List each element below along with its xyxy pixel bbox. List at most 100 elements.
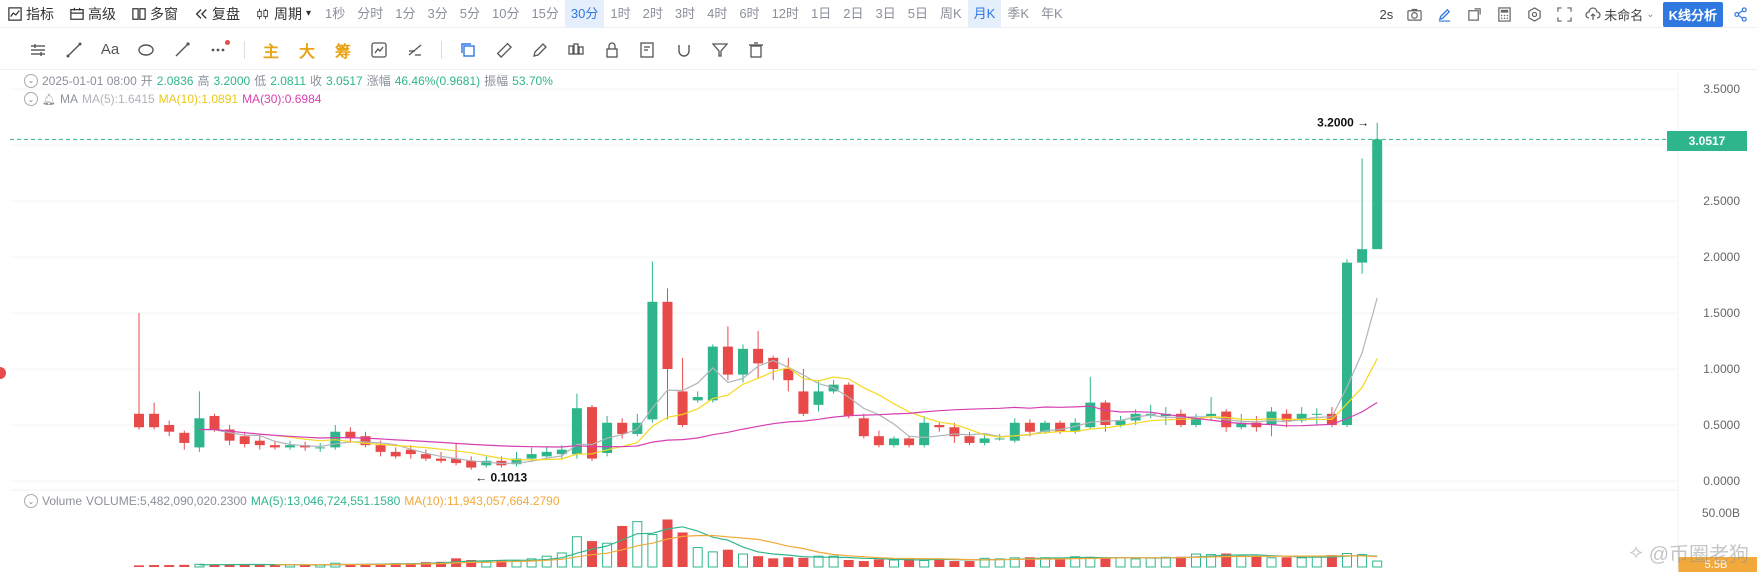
candles-icon[interactable] bbox=[558, 34, 594, 66]
more-icon[interactable] bbox=[200, 34, 236, 66]
copy-icon[interactable] bbox=[450, 34, 486, 66]
external-window-icon[interactable] bbox=[1461, 1, 1487, 27]
layout-name-button[interactable]: 未命名 ⌄ bbox=[1581, 5, 1658, 24]
fullscreen-icon[interactable] bbox=[1551, 1, 1577, 27]
text-tool-icon[interactable]: Aa bbox=[100, 41, 120, 58]
refresh-rate[interactable]: 2s bbox=[1379, 6, 1394, 22]
candle-body bbox=[964, 436, 975, 443]
period-tab[interactable]: 12时 bbox=[771, 5, 800, 21]
compare-icon[interactable] bbox=[361, 34, 397, 66]
divider bbox=[441, 40, 442, 59]
ellipse-icon[interactable] bbox=[128, 34, 164, 66]
volume-bar bbox=[209, 564, 220, 567]
advanced-button[interactable]: 高级 bbox=[62, 0, 124, 28]
share-icon[interactable] bbox=[1727, 1, 1753, 27]
candle-body bbox=[919, 422, 930, 446]
candle-body bbox=[1236, 422, 1247, 428]
period-tab[interactable]: 周K bbox=[939, 5, 962, 21]
candle-body bbox=[1281, 413, 1292, 421]
kline-analysis-button[interactable]: K线分析 bbox=[1662, 1, 1723, 27]
edit-icon[interactable] bbox=[1431, 1, 1457, 27]
period-tab[interactable]: 1秒 bbox=[325, 5, 346, 21]
ma10-value: MA(10):1.0891 bbox=[158, 92, 239, 106]
period-tab[interactable]: 10分 bbox=[491, 5, 520, 21]
bell-icon[interactable]: 🔔︎ bbox=[42, 93, 56, 106]
period-tab[interactable]: 分时 bbox=[357, 5, 384, 21]
volume-bar bbox=[1236, 555, 1247, 568]
close-value: 3.0517 bbox=[326, 73, 363, 88]
volume-bar bbox=[768, 558, 779, 567]
period-tab[interactable]: 月K bbox=[967, 0, 1002, 28]
period-tab[interactable]: 15分 bbox=[531, 5, 559, 21]
candle-body bbox=[1070, 422, 1081, 432]
candle-body bbox=[1009, 422, 1020, 441]
period-tab[interactable]: 3分 bbox=[427, 5, 448, 21]
period-tab[interactable]: 2时 bbox=[642, 5, 663, 21]
candle-body bbox=[934, 425, 945, 428]
volume-bar bbox=[1009, 557, 1020, 568]
main-force-button[interactable]: 主 bbox=[262, 43, 279, 61]
period-tab[interactable]: 4时 bbox=[707, 5, 728, 21]
magnet-icon[interactable] bbox=[666, 34, 702, 66]
ma-legend: ⌄ 🔔︎ MA MA(5):1.6415 MA(10):1.0891 MA(30… bbox=[24, 92, 321, 106]
volume-bar bbox=[843, 559, 854, 567]
chevron-down-icon[interactable]: ⌄ bbox=[24, 73, 38, 88]
chevron-down-icon[interactable]: ⌄ bbox=[24, 92, 38, 106]
filter-icon[interactable] bbox=[702, 34, 738, 66]
change-label: 涨幅 bbox=[366, 74, 391, 88]
replay-button[interactable]: 复盘 bbox=[186, 0, 248, 28]
volume-bar bbox=[889, 559, 899, 568]
settings-icon[interactable] bbox=[1521, 1, 1547, 27]
price-axis-label: 2.5000 bbox=[1703, 194, 1740, 208]
period-tab[interactable]: 2日 bbox=[843, 5, 864, 21]
period-tab[interactable]: 3日 bbox=[875, 5, 896, 21]
candle-body bbox=[526, 454, 537, 459]
menu-icon[interactable] bbox=[20, 34, 56, 66]
volume-bar bbox=[1266, 557, 1277, 568]
period-button[interactable]: 周期 ▾ bbox=[248, 0, 319, 28]
drag-handle[interactable] bbox=[0, 367, 6, 379]
chevron-down-icon[interactable]: ⌄ bbox=[24, 494, 38, 508]
chip-distribution-button[interactable]: 筹 bbox=[334, 43, 351, 61]
volume-bar bbox=[254, 564, 265, 567]
period-tab[interactable]: 6时 bbox=[739, 5, 760, 21]
period-tab[interactable]: 5分 bbox=[459, 5, 480, 21]
candle-body bbox=[224, 429, 235, 441]
indicator-button[interactable]: 指标 bbox=[0, 0, 62, 28]
multiwindow-button[interactable]: 多窗 bbox=[124, 0, 186, 28]
period-list: 1秒 分时 1分 3分 5分 10分 15分 30分 1时 2时 3时 4时 6时 12时 1日 2日 3日 5日… bbox=[319, 0, 1069, 28]
trend-line-icon[interactable] bbox=[56, 34, 92, 66]
volume-bar bbox=[1055, 558, 1066, 567]
period-tab[interactable]: 3时 bbox=[674, 5, 696, 21]
volume-bar bbox=[1100, 558, 1111, 567]
calculator-icon[interactable] bbox=[1491, 1, 1517, 27]
volume-bar bbox=[466, 559, 477, 567]
big-order-button[interactable]: 大 bbox=[298, 43, 315, 61]
period-tab[interactable]: 1日 bbox=[811, 5, 832, 21]
period-tab[interactable]: 季K bbox=[1007, 5, 1029, 21]
low-price-marker: ← 0.1013 bbox=[475, 471, 527, 485]
period-tab[interactable]: 年K bbox=[1040, 5, 1063, 21]
ray-line-icon[interactable] bbox=[164, 34, 200, 66]
period-label: 周期 bbox=[274, 5, 302, 22]
period-tab[interactable]: 1分 bbox=[395, 5, 416, 21]
lock-icon[interactable] bbox=[594, 34, 630, 66]
cloud-upload-icon bbox=[1585, 7, 1601, 20]
pencil-icon[interactable] bbox=[522, 34, 558, 66]
candlestick-chart[interactable]: 3.50003.00002.50002.00001.50001.00000.50… bbox=[0, 72, 1757, 572]
ma5-value: MA(5):1.6415 bbox=[81, 92, 155, 106]
ruler-icon[interactable] bbox=[486, 34, 522, 66]
period-tab[interactable]: 30分 bbox=[564, 0, 605, 28]
volume-bar bbox=[405, 563, 416, 567]
signal-icon[interactable] bbox=[397, 34, 433, 66]
volume-bar bbox=[345, 564, 356, 567]
volume-bar bbox=[1115, 557, 1126, 568]
period-tab[interactable]: 1时 bbox=[610, 5, 631, 21]
camera-icon[interactable] bbox=[1401, 1, 1427, 27]
trash-icon[interactable] bbox=[738, 34, 774, 66]
candle-body bbox=[511, 458, 522, 465]
ma30-line bbox=[199, 401, 1378, 448]
note-edit-icon[interactable] bbox=[630, 34, 666, 66]
period-tab[interactable]: 5日 bbox=[907, 5, 928, 21]
candle-body bbox=[345, 431, 356, 439]
